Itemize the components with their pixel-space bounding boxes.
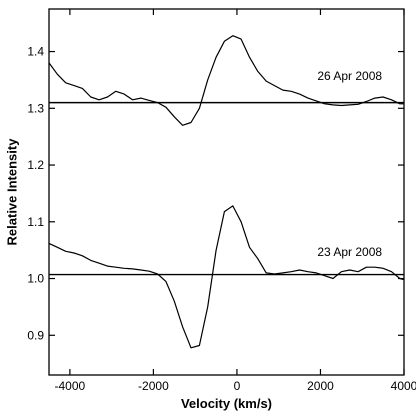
series-line-2 [48, 205, 405, 349]
x-tick-label: -2000 [138, 379, 169, 393]
chart-text-layer: -4000 -2000 0 2000 4000 0.9 1.0 1.1 1.2 1.3 1.4 26 … [27, 45, 416, 393]
y-tick-label: 0.9 [27, 328, 44, 342]
chart-lines-layer [48, 35, 405, 349]
x-tick-label: 0 [234, 379, 241, 393]
y-tick-label: 1.0 [27, 272, 44, 286]
plot-frame [48, 8, 405, 376]
chart-ticks-layer [49, 9, 405, 375]
x-axis-title: Velocity (km/s) [181, 396, 272, 411]
epoch-label: 26 Apr 2008 [317, 69, 382, 83]
epoch-label: 23 Apr 2008 [317, 245, 382, 259]
y-tick-label: 1.4 [27, 45, 44, 59]
y-axis-title: Relative Intensity [4, 138, 19, 246]
y-tick-label: 1.1 [27, 215, 44, 229]
y-tick-label: 1.2 [27, 158, 44, 172]
x-tick-label: -4000 [55, 379, 86, 393]
series-line-1 [48, 35, 404, 126]
y-tick-label: 1.3 [27, 101, 44, 115]
x-tick-label: 2000 [307, 379, 334, 393]
x-tick-label: 4000 [391, 379, 416, 393]
